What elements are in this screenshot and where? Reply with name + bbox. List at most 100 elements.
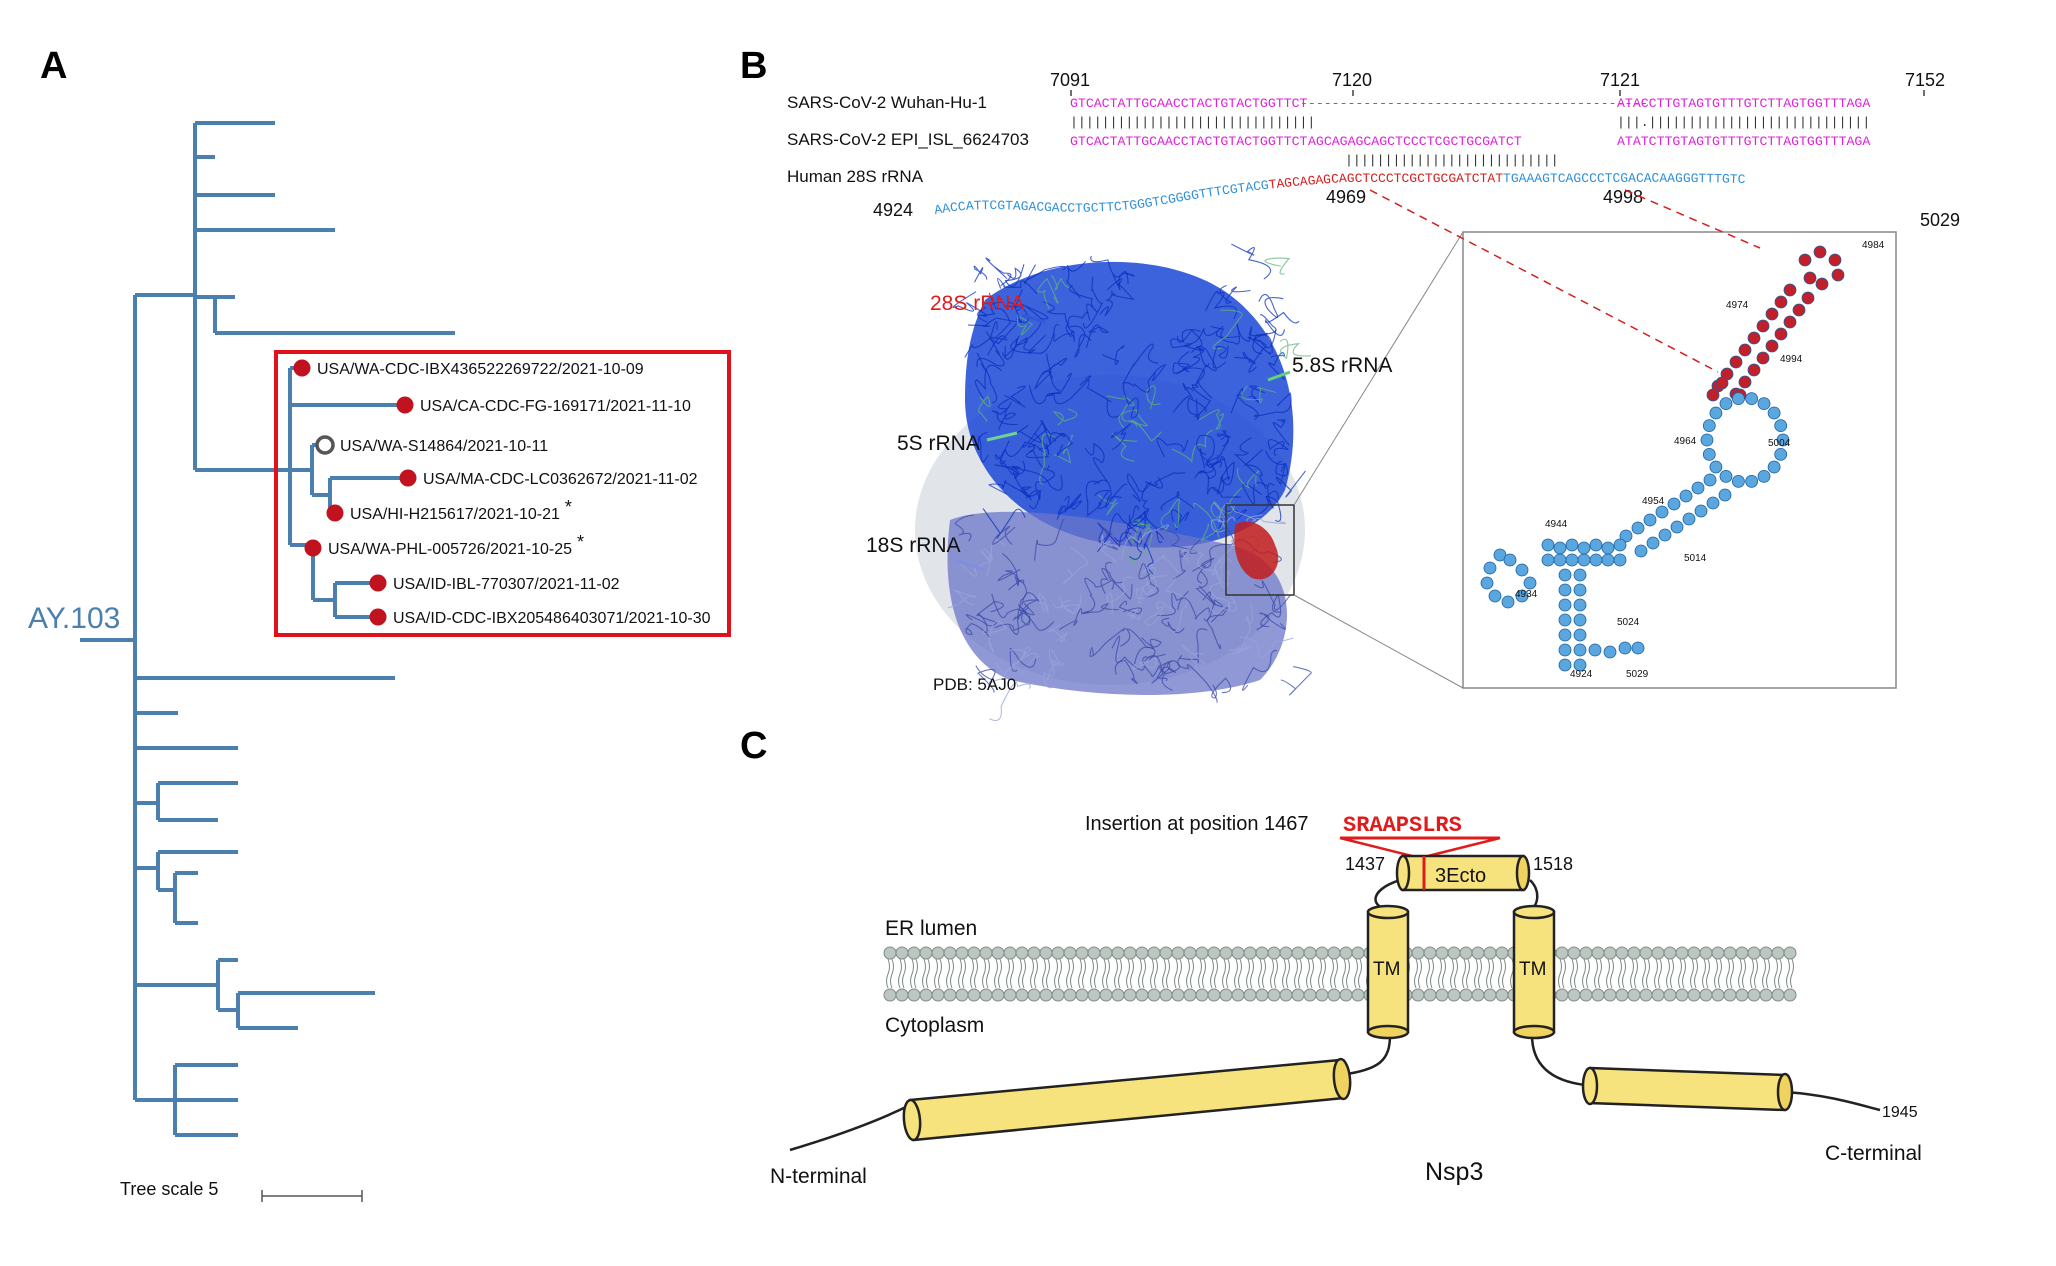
svg-text:5.8S rRNA: 5.8S rRNA [1292, 354, 1392, 377]
svg-text:4998: 4998 [1603, 187, 1643, 207]
tree-leaf: USA/CA-CDC-FG-169171/2021-11-10 [396, 396, 691, 415]
svg-text:7120: 7120 [1332, 70, 1372, 90]
panel-label-b: B [740, 45, 767, 87]
dashed-link-left [1369, 189, 1719, 373]
svg-text:28S rRNA: 28S rRNA [930, 292, 1025, 315]
leaf-label: USA/CA-CDC-FG-169171/2021-11-10 [420, 398, 691, 415]
structure-labels: 28S rRNA 5.8S rRNA 5S rRNA 18S rRNA PDB:… [866, 292, 1392, 694]
leaf-label: USA/MA-CDC-LC0362672/2021-11-02 [423, 471, 698, 488]
svg-text:5S rRNA: 5S rRNA [897, 432, 980, 455]
panel-label-a: A [40, 45, 67, 87]
svg-text:ATACCTTGTAGTGTTTGTCTTAGTGGTTTA: ATACCTTGTAGTGTTTGTCTTAGTGGTTTAGA [1617, 96, 1870, 111]
protein-backbone [789, 878, 1881, 1152]
rna-secondary-structure [1480, 245, 1845, 672]
svg-text:PDB: 5AJ0: PDB: 5AJ0 [933, 675, 1016, 694]
svg-text:7152: 7152 [1905, 70, 1945, 90]
tree-leaf: USA/ID-CDC-IBX205486403071/2021-10-30 [369, 608, 711, 627]
insertion-sequence: SRAAPSLRS [1343, 813, 1462, 838]
svg-text:5014: 5014 [1684, 553, 1707, 564]
svg-text:5024: 5024 [1617, 617, 1640, 628]
leaf-label: USA/ID-CDC-IBX205486403071/2021-10-30 [393, 610, 711, 627]
filled-marker [304, 539, 322, 557]
zoom-line-top [1293, 231, 1464, 506]
tree-leaf: USA/WA-PHL-005726/2021-10-25 * [304, 532, 584, 558]
svg-text:SARS-CoV-2 EPI_ISL_6624703: SARS-CoV-2 EPI_ISL_6624703 [787, 130, 1029, 149]
svg-text:5029: 5029 [1920, 210, 1960, 230]
panel-label-c: C [740, 725, 767, 767]
svg-text:4924: 4924 [1570, 669, 1593, 680]
open-marker [315, 435, 335, 455]
svg-text:5004: 5004 [1768, 438, 1791, 449]
n-terminal-label: N-terminal [770, 1165, 867, 1188]
svg-text:GTCACTATTGCAACCTACTGTACTGGTTCT: GTCACTATTGCAACCTACTGTACTGGTTCT [1070, 134, 1307, 149]
domain-label: 3Ecto [1435, 865, 1486, 887]
alignment-positions: 7091 7120 7121 7152 [1050, 70, 1945, 90]
svg-text:4944: 4944 [1545, 519, 1568, 530]
svg-text:|||||||||||||||||||||||||||: ||||||||||||||||||||||||||| [1345, 153, 1559, 168]
svg-text:4934: 4934 [1515, 589, 1538, 600]
tree-scale-label: Tree scale 5 [120, 1179, 218, 1199]
svg-text:4994: 4994 [1780, 354, 1803, 365]
svg-text:7121: 7121 [1600, 70, 1640, 90]
svg-text:4924: 4924 [873, 200, 913, 220]
svg-text:------------------------------: ----------------------------------------… [1300, 96, 1648, 111]
svg-text:AGCAGAGCAGCTCCCTCGCTGCGATCT: AGCAGAGCAGCTCCCTCGCTGCGATCT [1308, 134, 1522, 149]
end-position: 1945 [1882, 1104, 1918, 1121]
insertion-pointer-right [1419, 836, 1501, 860]
filled-marker [369, 608, 387, 626]
pos-1518: 1518 [1533, 854, 1573, 874]
tree-leaf: USA/WA-S14864/2021-10-11 [315, 435, 548, 455]
zoom-box [1225, 504, 1295, 596]
insertion-pointer-left [1339, 836, 1421, 860]
svg-text:18S rRNA: 18S rRNA [866, 534, 961, 557]
filled-marker [326, 504, 344, 522]
highlighted-leaves: USA/WA-CDC-IBX436522269722/2021-10-09 USA… [293, 359, 711, 627]
c-terminal-label: C-terminal [1825, 1142, 1922, 1165]
ribosome-structure [915, 243, 1312, 722]
rrna-positions: 4924 4969 4998 5029 [873, 187, 1960, 230]
tm-right-label: TM [1519, 959, 1546, 980]
nsp3-domains [902, 854, 1794, 1142]
er-lumen-label: ER lumen [885, 917, 977, 940]
dashed-link-right [1624, 189, 1761, 249]
leaf-label: USA/HI-H215617/2021-10-21 * [350, 497, 572, 523]
position-ticks [1070, 90, 1925, 96]
svg-text:GTCACTATTGCAACCTACTGTACTGGTTCT: GTCACTATTGCAACCTACTGTACTGGTTCT [1070, 96, 1307, 111]
leaf-label: USA/WA-S14864/2021-10-11 [340, 438, 548, 455]
membrane-bilayer [883, 946, 1797, 1002]
filled-marker [293, 359, 311, 377]
svg-text:|||.||||||||||||||||||||||||||: |||.|||||||||||||||||||||||||||| [1617, 115, 1870, 130]
leaf-label: USA/ID-IBL-770307/2021-11-02 [393, 576, 620, 593]
svg-text:Human 28S rRNA: Human 28S rRNA [787, 167, 924, 186]
cytoplasm-label: Cytoplasm [885, 1014, 984, 1037]
filled-marker [369, 574, 387, 592]
structure-numbers: 4984 4974 4994 4964 5004 4954 4944 5014 … [1515, 240, 1885, 680]
svg-text:4984: 4984 [1862, 240, 1885, 251]
protein-label: Nsp3 [1425, 1158, 1483, 1186]
leaf-star: * [572, 532, 584, 552]
sequence-alignment: GTCACTATTGCAACCTACTGTACTGGTTCT ---------… [1070, 96, 1870, 168]
svg-text:4964: 4964 [1674, 436, 1697, 447]
tm-left-label: TM [1373, 959, 1400, 980]
filled-marker [396, 396, 414, 414]
phylogenetic-tree [80, 121, 455, 1137]
svg-text:4969: 4969 [1326, 187, 1366, 207]
svg-text:SARS-CoV-2 Wuhan-Hu-1: SARS-CoV-2 Wuhan-Hu-1 [787, 93, 987, 112]
tree-leaf: USA/ID-IBL-770307/2021-11-02 [369, 574, 620, 593]
svg-text:7091: 7091 [1050, 70, 1090, 90]
pos-1437: 1437 [1345, 854, 1385, 874]
insertion-label: Insertion at position 1467 [1085, 813, 1309, 835]
leaf-label: USA/WA-CDC-IBX436522269722/2021-10-09 [317, 361, 644, 378]
lineage-label: AY.103 [28, 602, 120, 635]
svg-text:ATATCTTGTAGTGTTTGTCTTAGTGGTTTA: ATATCTTGTAGTGTTTGTCTTAGTGGTTTAGA [1617, 134, 1870, 149]
alignment-row-names: SARS-CoV-2 Wuhan-Hu-1 SARS-CoV-2 EPI_ISL… [787, 93, 1029, 186]
secondary-structure-inset [1462, 231, 1897, 689]
leaf-star: * [560, 497, 572, 517]
zoom-line-bottom [1293, 594, 1464, 689]
svg-text:4954: 4954 [1642, 496, 1665, 507]
svg-text:||||||||||||||||||||||||||||||: ||||||||||||||||||||||||||||||| [1070, 115, 1315, 130]
leaf-label: USA/WA-PHL-005726/2021-10-25 * [328, 532, 584, 558]
tree-leaf: USA/WA-CDC-IBX436522269722/2021-10-09 [293, 359, 644, 378]
svg-text:5029: 5029 [1626, 669, 1649, 680]
